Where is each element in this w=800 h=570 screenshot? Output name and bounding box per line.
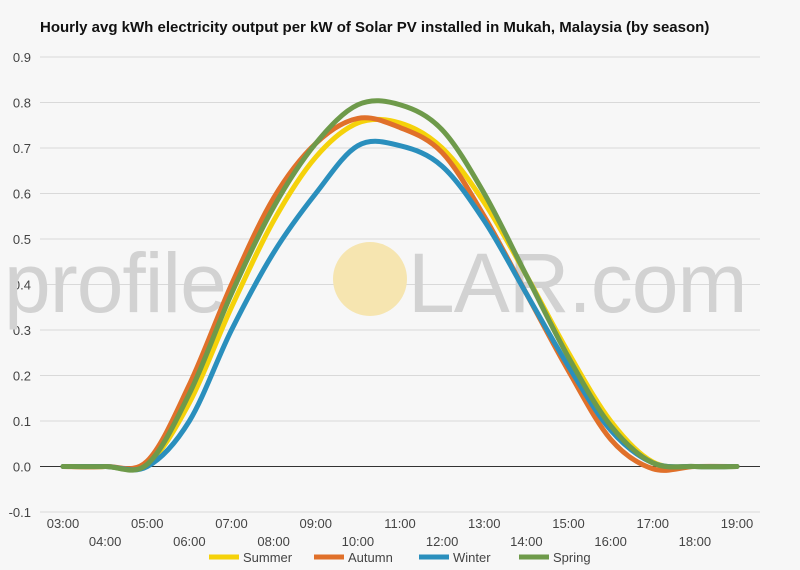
- legend-label-spring: Spring: [553, 550, 591, 565]
- legend: Summer Autumn Winter Spring: [209, 550, 591, 565]
- x-tick-label: 19:00: [721, 516, 754, 531]
- watermark-sun-logo: [333, 242, 407, 316]
- x-tick-label: 07:00: [215, 516, 248, 531]
- x-tick-label: 12:00: [426, 534, 459, 549]
- y-tick-label: 0.0: [13, 460, 31, 475]
- y-axis-ticks: -0.1 0.0 0.1 0.2 0.3 0.4 0.5 0.6 0.7 0.8 0.9: [9, 50, 31, 520]
- y-tick-label: 0.1: [13, 414, 31, 429]
- chart-title: Hourly avg kWh electricity output per kW…: [40, 19, 709, 36]
- series-line-autumn: [60, 115, 740, 473]
- x-tick-label: 06:00: [173, 534, 206, 549]
- x-tick-label: 09:00: [299, 516, 332, 531]
- series-lines: [60, 98, 740, 473]
- y-tick-label: 0.7: [13, 141, 31, 156]
- y-tick-label: 0.4: [13, 278, 31, 293]
- x-tick-label: 03:00: [47, 516, 80, 531]
- x-tick-label: 14:00: [510, 534, 543, 549]
- x-tick-label: 05:00: [131, 516, 164, 531]
- y-tick-label: 0.3: [13, 323, 31, 338]
- x-tick-label: 15:00: [552, 516, 585, 531]
- y-tick-label: 0.8: [13, 96, 31, 111]
- legend-label-autumn: Autumn: [348, 550, 393, 565]
- x-axis-ticks: 03:00 04:00 05:00 06:00 07:00 08:00 09:00 10:00…: [47, 516, 754, 549]
- watermark-text-left: profile: [4, 236, 226, 330]
- y-tick-label: 0.5: [13, 232, 31, 247]
- x-tick-label: 04:00: [89, 534, 122, 549]
- legend-label-winter: Winter: [453, 550, 491, 565]
- x-tick-label: 10:00: [342, 534, 375, 549]
- series-line-spring: [60, 98, 740, 473]
- y-tick-label: 0.6: [13, 187, 31, 202]
- y-tick-label: -0.1: [9, 505, 31, 520]
- x-tick-label: 08:00: [257, 534, 290, 549]
- series-line-summer: [60, 116, 740, 473]
- x-tick-label: 16:00: [594, 534, 627, 549]
- legend-label-summer: Summer: [243, 550, 293, 565]
- watermark-text-right: LAR.com: [408, 236, 746, 330]
- x-tick-label: 11:00: [384, 516, 416, 531]
- y-tick-label: 0.9: [13, 50, 31, 65]
- x-tick-label: 18:00: [679, 534, 712, 549]
- y-tick-label: 0.2: [13, 369, 31, 384]
- x-tick-label: 13:00: [468, 516, 501, 531]
- series-line-winter: [60, 138, 740, 473]
- watermark: profile LAR.com: [4, 236, 747, 330]
- x-tick-label: 17:00: [636, 516, 669, 531]
